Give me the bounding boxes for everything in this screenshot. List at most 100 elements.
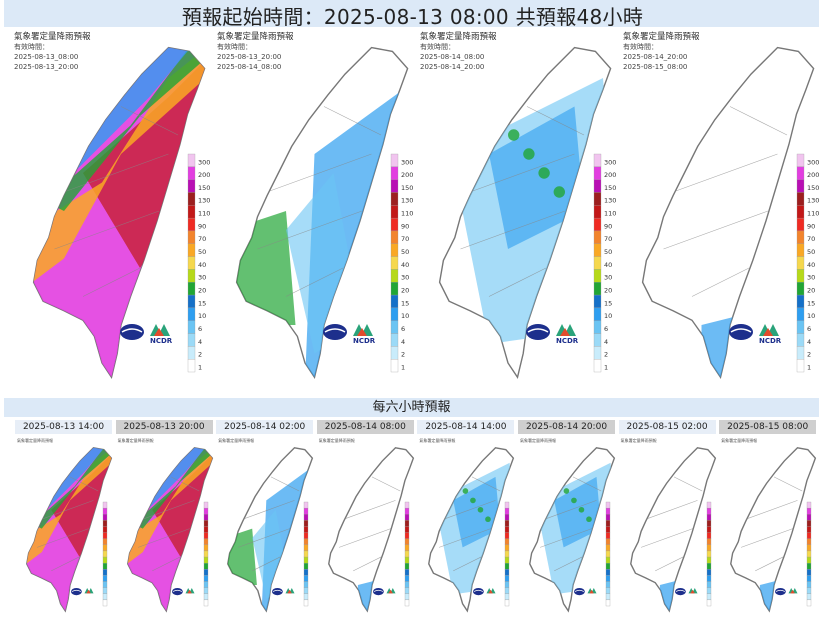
- small-0-legend-swatch: [102, 544, 108, 552]
- rainfall-map: 300 200 150 130 110 90 70 50 40 30 20 15 10 6 4 2 1 NCDR: [235, 46, 413, 379]
- big-3-legend-label: 4: [807, 338, 811, 346]
- small-7-legend-swatch: [807, 532, 812, 539]
- big-1-legend-label: 50: [401, 248, 409, 256]
- big-0-legend-label: 200: [198, 171, 210, 179]
- rainfall-map-panel: 300 200 150 130 110 90 70 50 40 30 20 15 10 6 4 2 1 NCDR 氣…: [215, 30, 415, 390]
- big-2-legend-swatch: [593, 230, 602, 244]
- six-hour-map-panel: 氣象署定量降雨預報: [719, 436, 818, 626]
- small-1-legend-swatch: [203, 593, 208, 601]
- big-1-legend-label: 130: [401, 197, 413, 205]
- big-3-legend-label: 50: [807, 248, 815, 256]
- small-0-legend-swatch: [102, 587, 108, 594]
- big-0-legend-label: 6: [198, 325, 202, 333]
- big-1-legend-label: 40: [401, 261, 409, 269]
- small-1-legend-swatch: [203, 569, 208, 576]
- big-1-legend-label: 90: [401, 222, 409, 230]
- big-1-legend-swatch: [390, 346, 399, 360]
- map-valid-to: 2025-08-14_08:00: [217, 63, 282, 71]
- big-2-legend-label: 10: [604, 312, 612, 320]
- big-0-legend-label: 30: [198, 274, 206, 282]
- six-hour-timestamp: 2025-08-13 20:00: [115, 420, 213, 434]
- small-0-legend-swatch: [102, 507, 108, 515]
- big-3-legend-swatch: [796, 205, 805, 219]
- small-0-legend-swatch: [102, 581, 108, 588]
- small-7-legend-swatch: [807, 544, 812, 552]
- small-6-legend-swatch: [706, 526, 711, 533]
- six-hour-timestamp: 2025-08-15 02:00: [618, 420, 716, 434]
- big-0-legend-label: 70: [198, 235, 206, 243]
- six-hour-rainfall-map: [730, 447, 817, 613]
- small-1-legend-swatch: [203, 538, 208, 545]
- big-2-legend-swatch: [593, 282, 602, 296]
- small-2-legend-swatch: [304, 587, 309, 594]
- small-2-legend-swatch: [304, 599, 309, 607]
- big-0-legend-label: 130: [198, 197, 210, 205]
- six-hour-map-header: 氣象署定量降雨預報: [621, 438, 657, 443]
- big-2-legend-swatch: [593, 359, 602, 373]
- big-1-legend-swatch: [390, 166, 399, 180]
- big-3-legend-swatch: [796, 359, 805, 373]
- big-0-cwa-logo-icon: [120, 324, 144, 340]
- big-0-legend-swatch: [187, 179, 196, 193]
- small-4-legend-swatch: [505, 575, 510, 582]
- big-1-legend-label: 10: [401, 312, 409, 320]
- small-0-legend-swatch: [102, 593, 108, 601]
- small-6-legend-swatch: [706, 501, 711, 509]
- small-4-legend-swatch: [505, 569, 510, 576]
- big-1-legend-label: 15: [401, 299, 409, 307]
- big-0-legend-label: 1: [198, 363, 202, 371]
- small-0-island: [26, 447, 113, 613]
- small-3-legend-swatch: [404, 514, 409, 521]
- small-7-island: [730, 447, 817, 613]
- six-hour-map-header: 氣象署定量降雨預報: [520, 438, 556, 443]
- title-banner: [4, 0, 819, 27]
- big-3-legend-swatch: [796, 307, 805, 321]
- big-0-ncdr-logo-icon: NCDR: [150, 324, 173, 345]
- small-0-legend-swatch: [102, 520, 108, 527]
- small-3-legend-swatch: [404, 569, 409, 576]
- big-3-legend-swatch: [796, 320, 805, 334]
- big-0-legend-swatch: [187, 269, 196, 283]
- rainfall-map: 300 200 150 130 110 90 70 50 40 30 20 15 10 6 4 2 1 NCDR: [641, 46, 819, 379]
- big-2-legend-label: 130: [604, 197, 616, 205]
- six-hour-map-panel: 氣象署定量降雨預報: [115, 436, 214, 626]
- big-3-legend-swatch: [796, 294, 805, 309]
- big-3-legend-label: 40: [807, 261, 815, 269]
- small-5-legend-swatch: [605, 563, 611, 570]
- small-5-legend-swatch: [605, 599, 611, 607]
- big-2-legend-label: 4: [604, 338, 608, 346]
- small-2-legend-swatch: [304, 544, 309, 552]
- six-hour-map-panel: 氣象署定量降雨預報: [216, 436, 315, 626]
- small-7-legend-swatch: [807, 593, 812, 601]
- big-3-legend-swatch: [796, 179, 805, 193]
- big-2-legend-label: 30: [604, 274, 612, 282]
- small-1-legend-swatch: [203, 599, 208, 607]
- small-3-legend-swatch: [404, 581, 409, 588]
- small-2-legend-swatch: [304, 501, 309, 509]
- big-1-ncdr-logo-icon: NCDR: [353, 324, 376, 345]
- small-2-legend-swatch: [304, 563, 309, 570]
- small-7-legend-swatch: [807, 526, 812, 533]
- small-1-legend-swatch: [203, 581, 208, 588]
- big-2-legend-swatch: [593, 294, 602, 309]
- big-2-legend-label: 1: [604, 363, 608, 371]
- big-2-legend-swatch: [593, 243, 602, 257]
- six-hour-rainfall-map: [126, 447, 213, 613]
- big-3-legend-label: 300: [807, 158, 819, 166]
- small-6-legend-swatch: [706, 563, 711, 570]
- big-2-legend-swatch: [593, 307, 602, 321]
- small-1-legend-swatch: [203, 587, 208, 594]
- six-hour-rainfall-map: [529, 447, 616, 613]
- big-2-legend-swatch: [593, 205, 602, 219]
- big-3-legend-label: 30: [807, 274, 815, 282]
- small-3-legend-swatch: [404, 599, 409, 607]
- small-6-legend-swatch: [706, 556, 711, 564]
- big-3-legend-label: 2: [807, 351, 811, 359]
- small-6-cwa-logo-icon: [674, 588, 686, 596]
- big-0-legend-label: 90: [198, 222, 206, 230]
- big-1-legend-label: 4: [401, 338, 405, 346]
- big-3-legend-label: 150: [807, 184, 819, 192]
- small-3-legend-swatch: [404, 526, 409, 533]
- six-hour-rainfall-map: [26, 447, 113, 613]
- small-6-legend-swatch: [706, 593, 711, 601]
